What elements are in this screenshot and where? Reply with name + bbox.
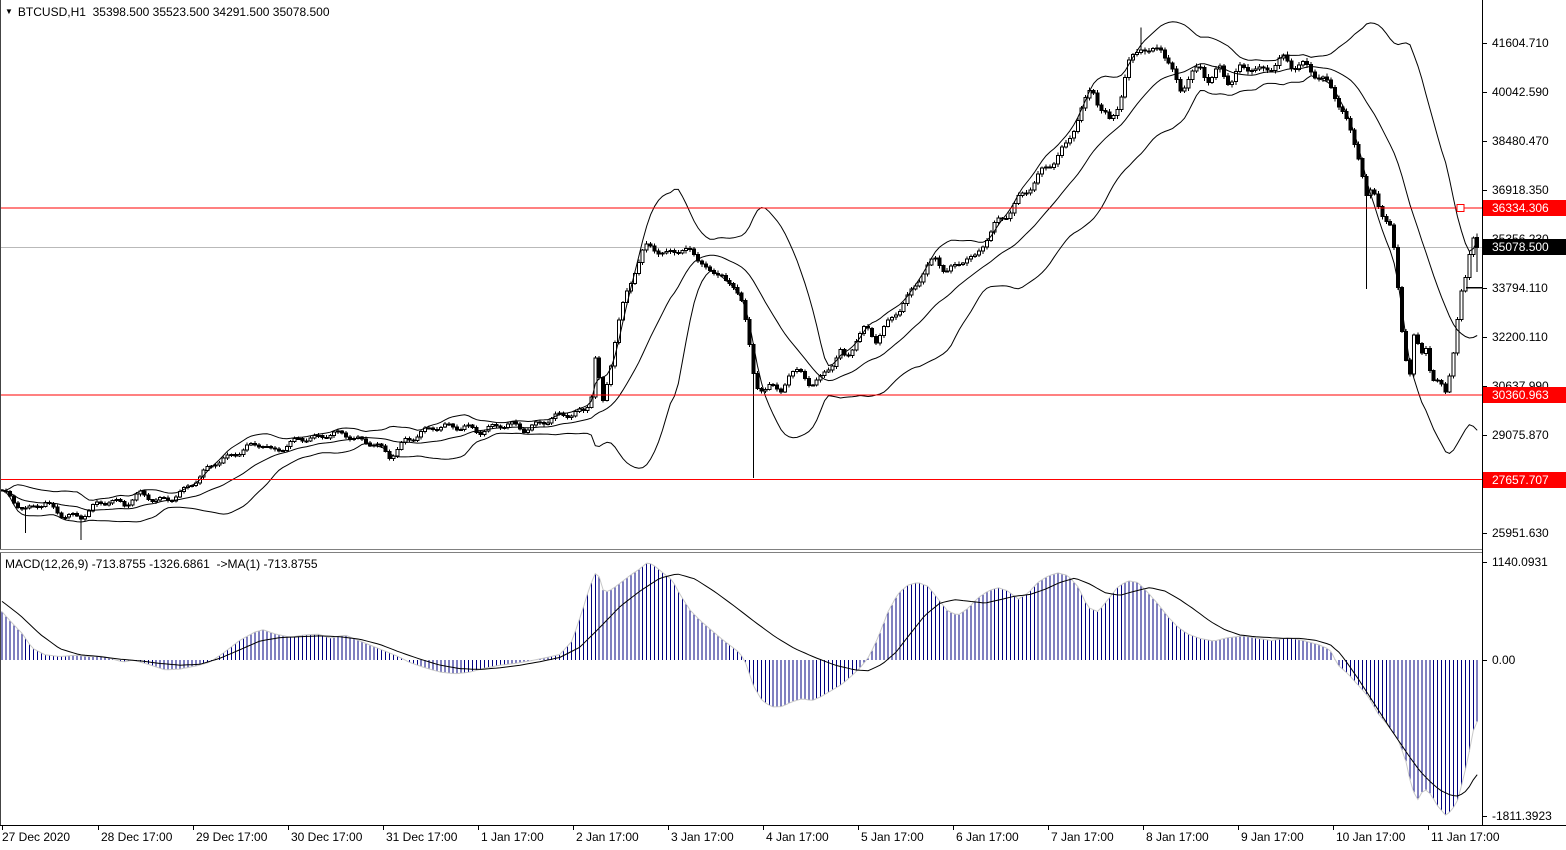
x-axis-tick (288, 826, 289, 830)
symbol-ohlc-text: BTCUSD,H1 35398.500 35523.500 34291.500 … (17, 5, 330, 19)
x-axis-tick (2, 826, 3, 830)
price-line-tag: 27657.707 (1483, 472, 1566, 488)
macd-axis-tick (1482, 660, 1487, 661)
y-axis-tick (1482, 435, 1487, 436)
y-axis-label: 33794.110 (1492, 281, 1548, 295)
y-axis-label: 40042.590 (1492, 85, 1549, 99)
macd-signal-line (1, 573, 1478, 797)
y-axis-label: 32200.110 (1492, 330, 1548, 344)
macd-axis-label: -1811.3923 (1492, 809, 1552, 823)
macd-axis-tick (1482, 816, 1487, 817)
y-axis-label: 38480.470 (1492, 134, 1549, 148)
x-axis-tick (953, 826, 954, 830)
y-axis-tick (1482, 43, 1487, 44)
price-chart-panel[interactable] (0, 0, 1482, 550)
x-axis-tick (98, 826, 99, 830)
bollinger-upper-band (1, 21, 1478, 501)
x-axis-label: 29 Dec 17:00 (196, 830, 268, 844)
candlestick-series (0, 27, 1480, 541)
bollinger-middle-band (1, 63, 1478, 511)
macd-axis-tick (1482, 562, 1487, 563)
chart-left-border (0, 0, 1, 825)
x-axis-tick (478, 826, 479, 830)
x-axis-label: 9 Jan 17:00 (1241, 830, 1304, 844)
y-axis-label: 41604.710 (1492, 36, 1549, 50)
y-axis-tick (1482, 386, 1487, 387)
price-line-tag: 36334.306 (1483, 200, 1566, 216)
x-axis-tick (763, 826, 764, 830)
macd-envelope-line (1, 562, 1478, 816)
y-axis-label: 36918.350 (1492, 183, 1549, 197)
x-axis-label: 3 Jan 17:00 (671, 830, 734, 844)
x-axis-label: 2 Jan 17:00 (576, 830, 639, 844)
line-drag-handle[interactable] (1456, 204, 1465, 212)
y-axis-label: 29075.870 (1492, 428, 1549, 442)
panel-splitter[interactable] (0, 549, 1482, 553)
x-axis-tick (573, 826, 574, 830)
x-axis-label: 5 Jan 17:00 (861, 830, 924, 844)
bollinger-lower-band (1, 75, 1478, 523)
chart-menu-icon[interactable]: ▼ (5, 7, 13, 16)
price-axis-line (1482, 0, 1483, 826)
y-axis-tick (1482, 533, 1487, 534)
macd-histogram (1, 563, 1478, 816)
x-axis-label: 10 Jan 17:00 (1336, 830, 1406, 844)
x-axis-tick (1333, 826, 1334, 830)
x-axis-tick (858, 826, 859, 830)
x-axis-label: 6 Jan 17:00 (956, 830, 1019, 844)
x-axis-tick (1428, 826, 1429, 830)
macd-axis-label: 0.00 (1492, 653, 1516, 667)
x-axis-label: 4 Jan 17:00 (766, 830, 829, 844)
x-axis-label: 8 Jan 17:00 (1146, 830, 1209, 844)
x-axis-label: 30 Dec 17:00 (291, 830, 363, 844)
y-axis-label: 25951.630 (1492, 526, 1549, 540)
time-axis-line (0, 825, 1566, 826)
x-axis-label: 11 Jan 17:00 (1431, 830, 1500, 844)
x-axis-tick (1143, 826, 1144, 830)
y-axis-tick (1482, 92, 1487, 93)
chart-title: ▼ BTCUSD,H1 35398.500 35523.500 34291.50… (5, 5, 330, 19)
macd-axis-label: 1140.0931 (1492, 555, 1548, 569)
y-axis-tick (1482, 190, 1487, 191)
x-axis-tick (668, 826, 669, 830)
x-axis-tick (383, 826, 384, 830)
x-axis-tick (193, 826, 194, 830)
macd-panel[interactable] (0, 553, 1482, 825)
x-axis-label: 7 Jan 17:00 (1051, 830, 1114, 844)
x-axis-label: 1 Jan 17:00 (481, 830, 544, 844)
y-axis-tick (1482, 288, 1487, 289)
x-axis-label: 28 Dec 17:00 (101, 830, 173, 844)
y-axis-tick (1482, 337, 1487, 338)
macd-indicator-label: MACD(12,26,9) -713.8755 -1326.6861 ->MA(… (5, 557, 318, 571)
x-axis-tick (1048, 826, 1049, 830)
price-line-tag: 30360.963 (1483, 387, 1566, 403)
y-axis-tick (1482, 141, 1487, 142)
x-axis-label: 31 Dec 17:00 (386, 830, 458, 844)
bid-price-tag: 35078.500 (1483, 239, 1566, 255)
x-axis-label: 27 Dec 2020 (2, 830, 71, 844)
x-axis-tick (1238, 826, 1239, 830)
